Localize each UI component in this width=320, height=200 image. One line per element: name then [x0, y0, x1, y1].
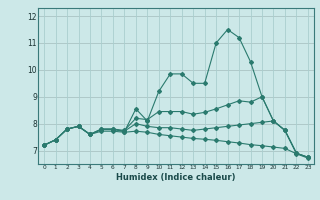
- X-axis label: Humidex (Indice chaleur): Humidex (Indice chaleur): [116, 173, 236, 182]
